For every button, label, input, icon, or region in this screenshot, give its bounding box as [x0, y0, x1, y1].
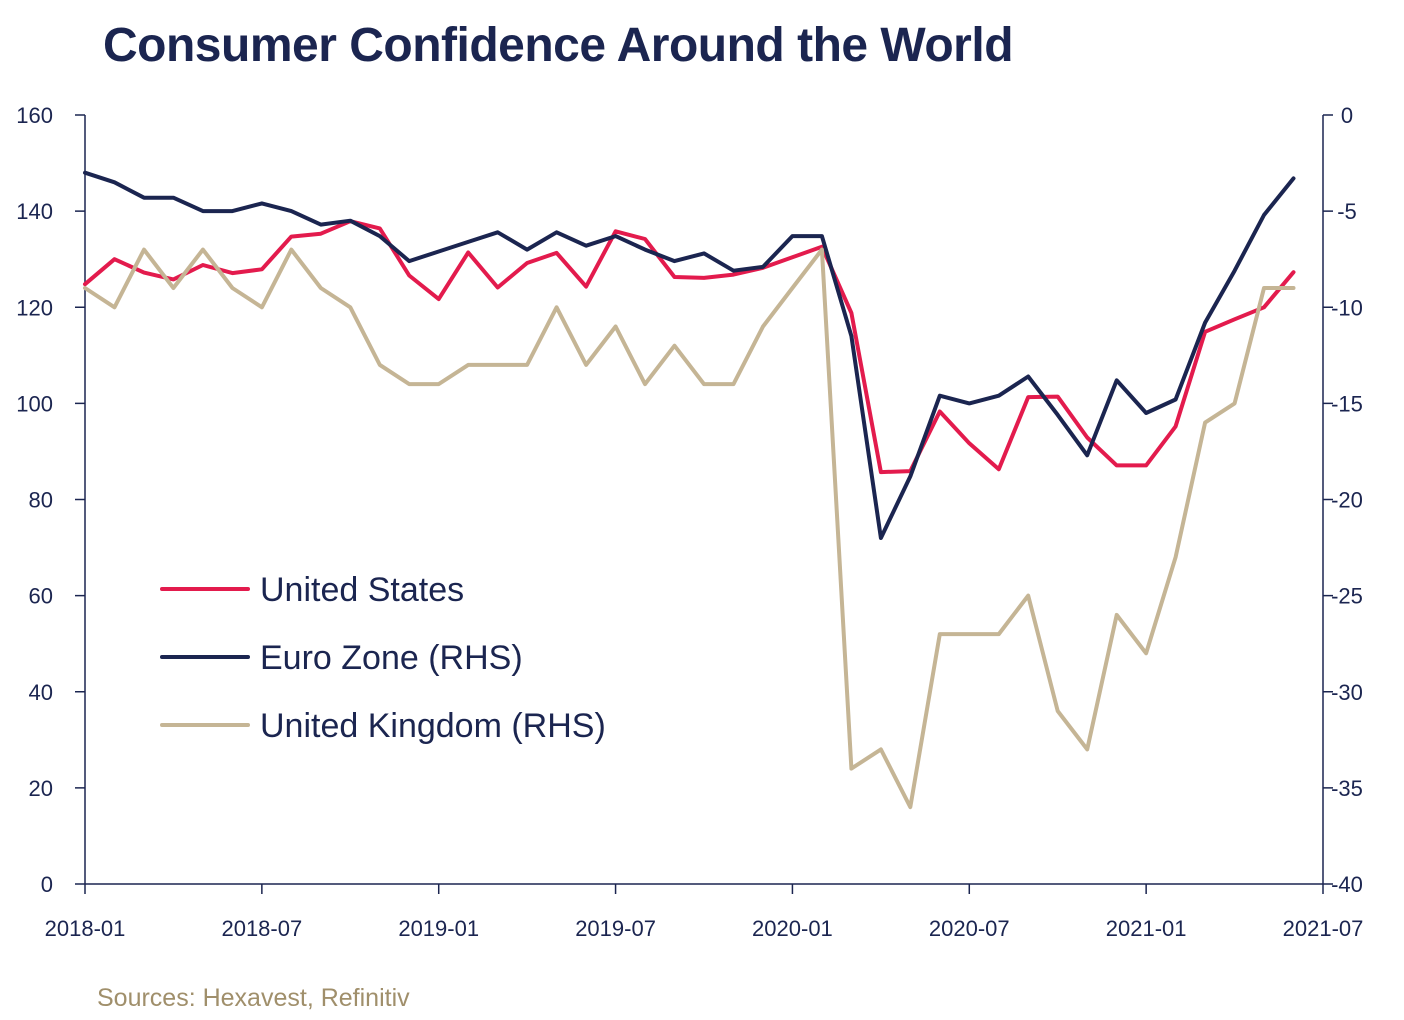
source-note: Sources: Hexavest, Refinitiv — [97, 984, 410, 1012]
y-right-tick-label: -25 — [1331, 584, 1363, 609]
series-layer — [83, 170, 1296, 810]
y-right-tick-label: -20 — [1331, 488, 1363, 513]
y-right-tick-label: -40 — [1331, 872, 1363, 897]
axes: 0 20 40 60 80 100 120 140 160 -40 -35 -30 -25 -20 -15 -… — [16, 103, 1363, 941]
series-line-euro-zone-rhs — [83, 170, 1296, 540]
y-left-tick-label: 60 — [29, 584, 53, 609]
y-right-tick-label: -5 — [1337, 199, 1357, 224]
y-right-tick-label: -30 — [1331, 680, 1363, 705]
series-line-united-kingdom-rhs — [83, 247, 1296, 810]
x-tick-label: 2020-01 — [752, 916, 833, 941]
y-right-tick-label: -15 — [1331, 391, 1363, 416]
y-left-tick-label: 20 — [29, 776, 53, 801]
legend-label-euro-zone-rhs: Euro Zone (RHS) — [260, 639, 523, 677]
x-tick-label: 2021-01 — [1106, 916, 1187, 941]
x-tick-label: 2020-07 — [929, 916, 1010, 941]
legend-label-united-states: United States — [260, 571, 464, 609]
y-left-tick-label: 140 — [16, 199, 53, 224]
y-left-tick-label: 160 — [16, 103, 53, 128]
y-right-tick-label: -35 — [1331, 776, 1363, 801]
chart-title: Consumer Confidence Around the World — [103, 19, 1014, 72]
x-tick-label: 2021-07 — [1283, 916, 1364, 941]
y-left-tick-label: 120 — [16, 295, 53, 320]
y-left-tick-label: 0 — [41, 872, 53, 897]
x-tick-label: 2018-07 — [221, 916, 302, 941]
x-tick-label: 2019-01 — [398, 916, 479, 941]
legend: United States Euro Zone (RHS) United Kingd… — [160, 571, 606, 745]
x-tick-label: 2018-01 — [45, 916, 126, 941]
x-tick-label: 2019-07 — [575, 916, 656, 941]
y-left-tick-label: 100 — [16, 391, 53, 416]
legend-label-united-kingdom-rhs: United Kingdom (RHS) — [260, 707, 606, 745]
y-right-tick-label: 0 — [1341, 103, 1353, 128]
y-right-tick-label: -10 — [1331, 295, 1363, 320]
y-left-tick-label: 40 — [29, 680, 53, 705]
y-left-tick-label: 80 — [29, 488, 53, 513]
